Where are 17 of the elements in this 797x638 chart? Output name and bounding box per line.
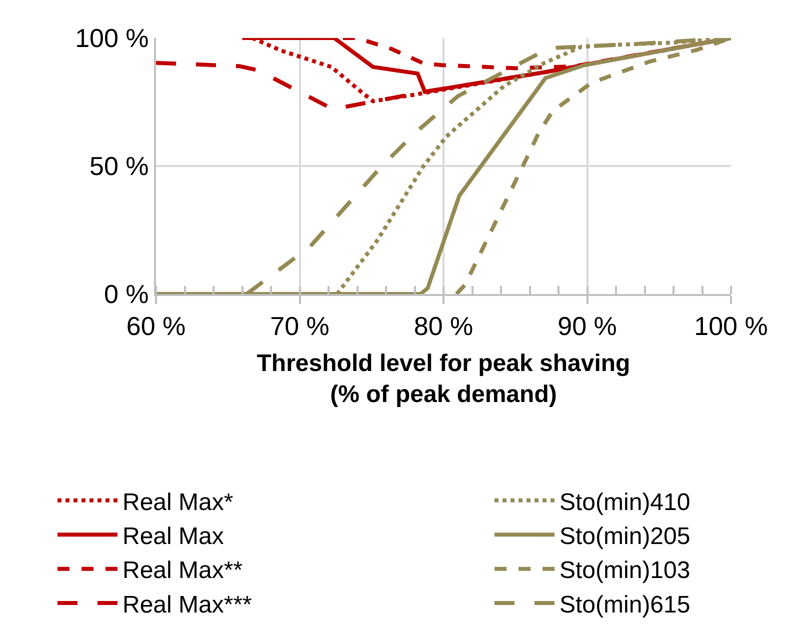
legend-label: Sto(min)410 (560, 488, 690, 516)
legend-label: Real Max*** (122, 591, 252, 618)
x-tick-label: 80 % (414, 311, 474, 342)
x-axis-title: Threshold level for peak shaving (% of peak demand) (256, 350, 630, 408)
x-tick-label: 90 % (558, 311, 617, 342)
legend-label: Real Max** (122, 557, 243, 584)
y-tick-label: 50 % (90, 151, 149, 182)
x-tick-label: 60 % (126, 311, 186, 342)
y-tick-label: 100 % (75, 23, 149, 54)
legend-label: Real Max* (122, 488, 234, 516)
y-tick-label: 0 % (104, 279, 149, 310)
legend-label: Real Max (122, 522, 224, 550)
x-tick-label: 100 % (694, 311, 768, 342)
legend-label: Sto(min)103 (560, 557, 690, 584)
legend-label: Sto(min)205 (560, 522, 690, 550)
x-tick-label: 70 % (270, 311, 330, 342)
legend-label: Sto(min)615 (560, 591, 690, 618)
